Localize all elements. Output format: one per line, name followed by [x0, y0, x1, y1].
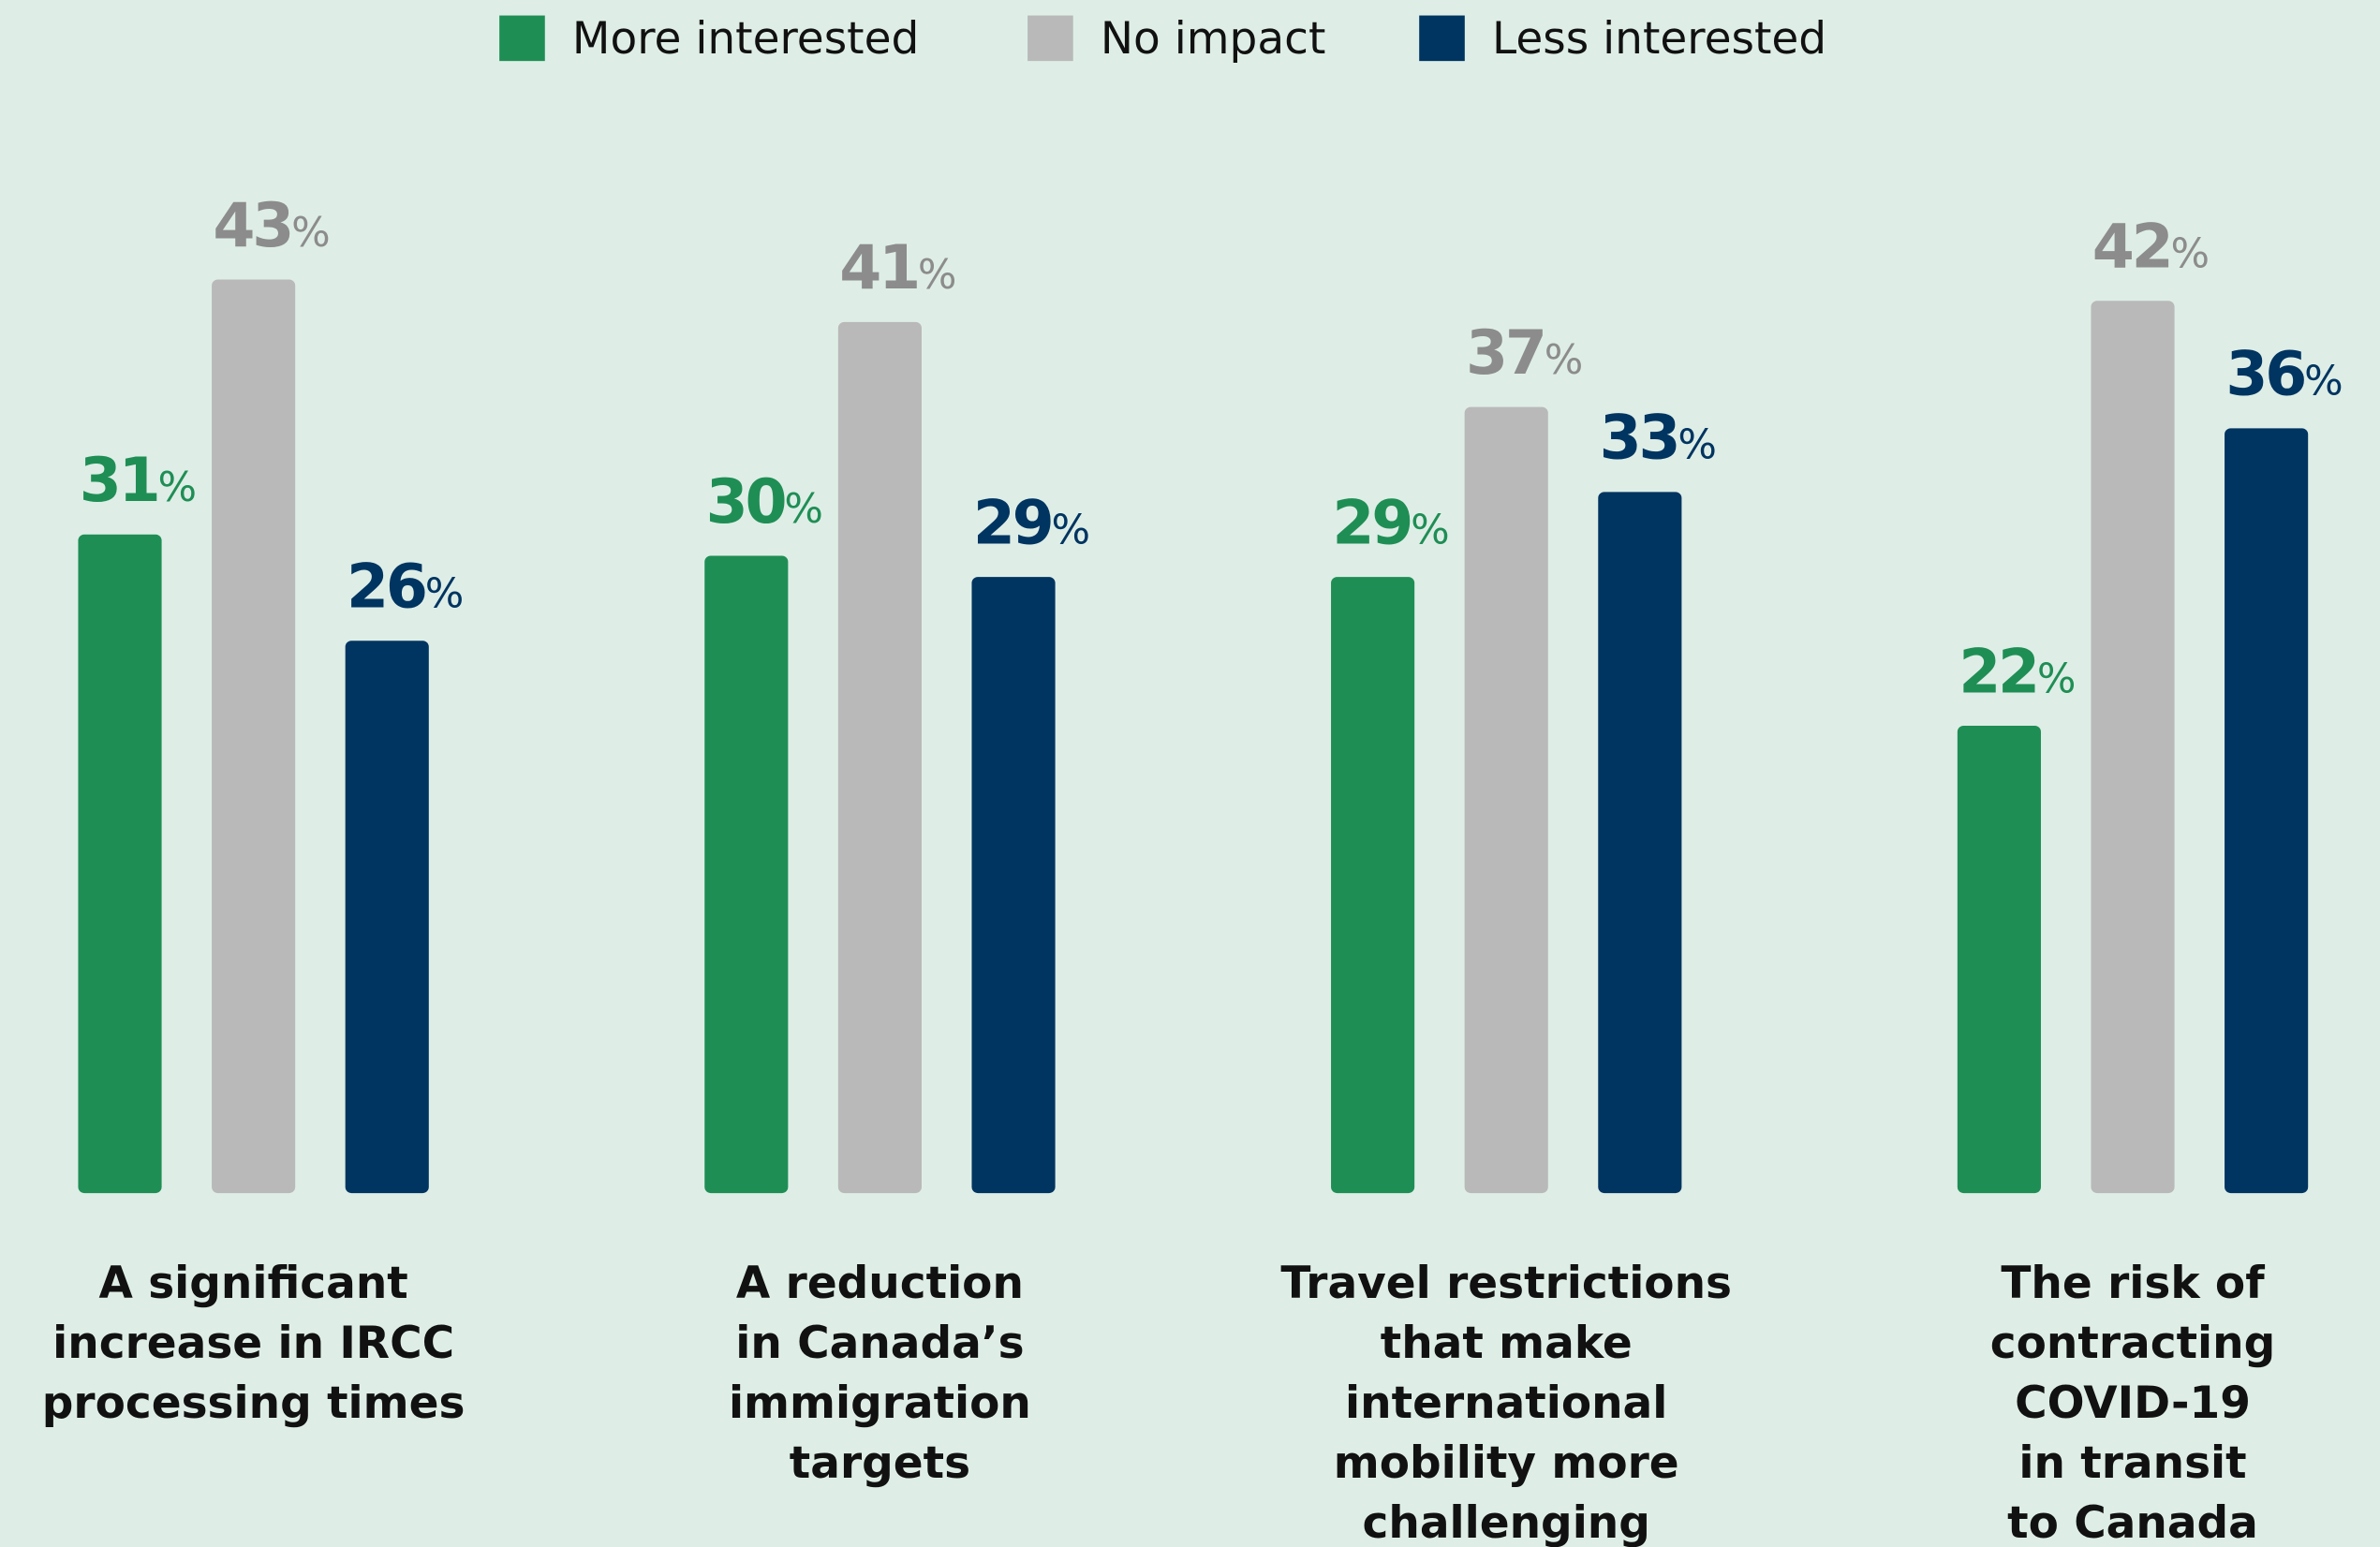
category-label: challenging [1363, 1497, 1650, 1547]
category-label: processing times [42, 1378, 466, 1429]
value-label: 41% [839, 233, 956, 303]
category-label: A reduction [736, 1258, 1024, 1309]
bar [345, 641, 429, 1194]
category-label: international [1345, 1378, 1667, 1429]
value-label: 30% [706, 467, 823, 538]
category-label: in transit [2018, 1437, 2246, 1489]
category-label: to Canada [2007, 1497, 2258, 1547]
category-label: The risk of [2001, 1258, 2265, 1309]
bar [704, 555, 789, 1194]
category-label: targets [790, 1437, 970, 1489]
category-label: COVID-19 [2015, 1378, 2251, 1429]
category-label: immigration [729, 1378, 1031, 1429]
bar [2225, 428, 2309, 1194]
value-label: 31% [80, 446, 197, 516]
legend-swatch [1419, 15, 1465, 62]
value-label: 33% [1600, 404, 1717, 474]
bar [1957, 725, 2041, 1194]
category-label: mobility more [1334, 1437, 1679, 1489]
bar [1331, 577, 1415, 1194]
bar [1464, 406, 1548, 1194]
category-label: Travel restrictions [1280, 1258, 1732, 1309]
value-label: 26% [347, 552, 464, 623]
bar [837, 321, 922, 1194]
bar [212, 279, 296, 1194]
category-label: that make [1381, 1318, 1633, 1369]
bar [971, 577, 1056, 1194]
legend-swatch [1027, 15, 1073, 62]
bar [78, 534, 162, 1194]
value-label: 29% [1332, 488, 1449, 558]
value-label: 29% [973, 488, 1090, 558]
legend-label: Less interested [1492, 13, 1826, 65]
value-label: 22% [1959, 637, 2076, 707]
legend-label: More interested [572, 13, 919, 65]
bar [1598, 492, 1682, 1194]
category-label: increase in IRCC [52, 1318, 454, 1369]
category-label: in Canada’s [735, 1318, 1024, 1369]
category-label: A significant [98, 1258, 407, 1309]
category-label: contracting [1990, 1318, 2275, 1369]
bar [2091, 301, 2175, 1194]
value-label: 37% [1466, 318, 1583, 389]
legend-swatch [499, 15, 545, 62]
legend-label: No impact [1101, 13, 1326, 65]
value-label: 36% [2225, 340, 2343, 410]
value-label: 43% [213, 191, 330, 261]
value-label: 42% [2092, 213, 2210, 283]
